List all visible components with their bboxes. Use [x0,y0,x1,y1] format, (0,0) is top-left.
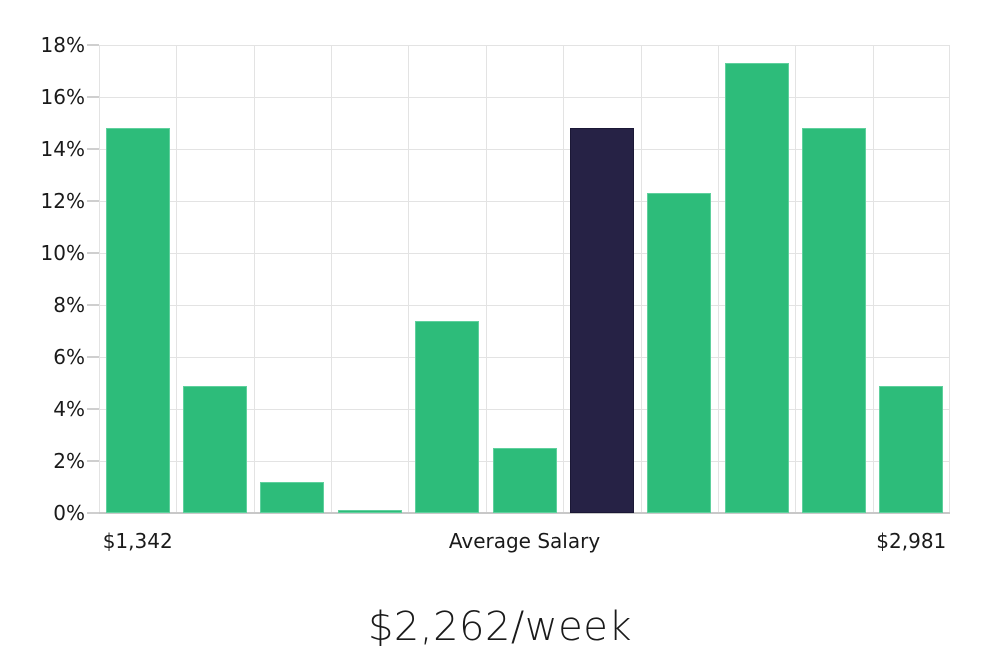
y-axis-tick-mark [87,356,99,358]
y-axis-tick-mark [87,408,99,410]
bar [724,63,789,513]
bar [802,128,866,513]
bar [260,481,325,513]
y-axis-tick-mark [87,96,99,98]
vertical-gridline [641,45,642,513]
bar [183,385,247,513]
y-axis-tick-label: 6% [53,345,85,369]
y-axis-tick-label: 12% [40,189,85,213]
y-axis-tick-mark [87,512,99,514]
average-salary-bar [569,128,634,513]
plot-area [99,45,950,514]
horizontal-gridline [99,45,950,46]
y-axis-tick-label: 2% [53,449,85,473]
vertical-gridline [176,45,177,513]
x-axis-line [99,512,950,514]
horizontal-gridline [99,409,950,410]
vertical-gridline [331,45,332,513]
vertical-gridline [486,45,487,513]
bar [647,193,712,513]
vertical-gridline [99,45,100,513]
x-axis-tick-label: $2,981 [876,529,947,553]
horizontal-gridline [99,97,950,98]
y-axis-tick-mark [87,44,99,46]
y-axis-tick-label: 16% [40,85,85,109]
bar [105,128,170,513]
vertical-gridline [408,45,409,513]
vertical-gridline [949,45,950,513]
y-axis-tick-mark [87,200,99,202]
bar [415,320,480,513]
y-axis-tick-label: 18% [40,33,85,57]
vertical-gridline [873,45,874,513]
horizontal-gridline [99,357,950,358]
y-axis-tick-mark [87,460,99,462]
vertical-gridline [563,45,564,513]
horizontal-gridline [99,305,950,306]
bar [879,385,944,513]
y-axis-tick-label: 0% [53,501,85,525]
vertical-gridline [795,45,796,513]
y-axis-tick-label: 4% [53,397,85,421]
y-axis-tick-label: 10% [40,241,85,265]
chart-title: $2,262/week [367,604,633,650]
vertical-gridline [718,45,719,513]
vertical-gridline [254,45,255,513]
x-axis-tick-label: $1,342 [102,529,173,553]
horizontal-gridline [99,253,950,254]
horizontal-gridline [99,201,950,202]
y-axis-tick-label: 8% [53,293,85,317]
y-axis-tick-label: 14% [40,137,85,161]
x-axis-tick-label: Average Salary [448,529,601,553]
y-axis-tick-mark [87,148,99,150]
y-axis-tick-mark [87,252,99,254]
y-axis-tick-mark [87,304,99,306]
bar [492,448,557,513]
horizontal-gridline [99,149,950,150]
bar [337,510,402,513]
